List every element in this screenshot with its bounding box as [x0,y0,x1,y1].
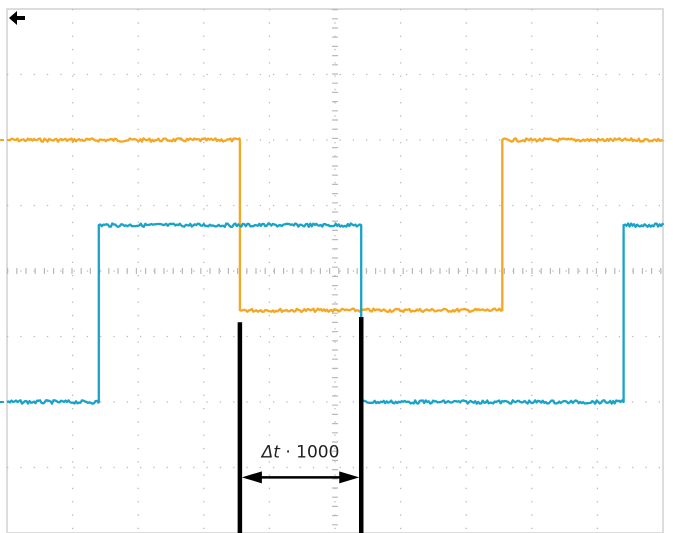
arrow-head-left-icon [241,471,262,484]
delta-t-factor: · 1000 [280,442,339,462]
arrow-left-icon [9,11,25,25]
delta-t-label: Δt · 1000 [260,442,340,462]
series-group [0,137,665,405]
delta-t-marker [237,317,364,533]
delta-t-symbol: Δt [260,442,282,462]
series-2-trace [6,222,665,405]
arrow-head-right-icon [339,471,360,484]
series-1-trace [7,137,664,314]
arrow-left-glyph [9,11,25,25]
